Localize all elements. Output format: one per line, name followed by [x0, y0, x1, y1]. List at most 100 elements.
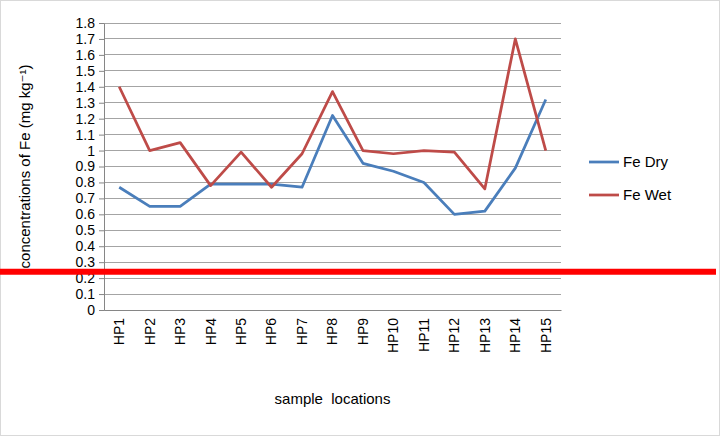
- x-tick: HP8: [324, 310, 340, 345]
- x-tick-label: HP4: [203, 318, 219, 345]
- y-tick-label: 1.8: [76, 15, 96, 31]
- y-tick-mark: [99, 198, 104, 199]
- y-tick-mark: [99, 55, 104, 56]
- x-tick-label: HP12: [446, 318, 462, 353]
- reference-line: [0, 269, 716, 275]
- y-tick-mark: [99, 87, 104, 88]
- y-tick-mark: [99, 262, 104, 263]
- chart-border: [1, 1, 720, 436]
- x-axis-title: sample locations: [275, 390, 391, 407]
- x-tick: HP6: [263, 310, 279, 345]
- y-tick-label: 0.8: [76, 174, 96, 190]
- y-tick-label: 1.2: [76, 111, 96, 127]
- x-tick: HP15: [538, 310, 554, 353]
- y-tick-label: 0.7: [76, 190, 96, 206]
- y-tick-mark: [99, 135, 104, 136]
- y-tick: 0.9: [76, 158, 104, 174]
- grid-line: [104, 70, 561, 71]
- grid-line: [104, 230, 561, 231]
- y-tick-label: 0.1: [76, 286, 96, 302]
- legend: Fe Dry Fe Wet: [589, 153, 672, 203]
- x-axis-line: [105, 310, 562, 311]
- y-tick-label: 0.3: [76, 254, 96, 270]
- y-tick-label: 1.1: [76, 127, 96, 143]
- x-tick-label: HP3: [172, 318, 188, 345]
- y-tick-label: 1.3: [76, 95, 96, 111]
- y-tick: 0.3: [76, 254, 104, 270]
- y-tick: 0.5: [76, 222, 104, 238]
- y-tick-label: 0.9: [76, 158, 96, 174]
- legend-label: Fe Dry: [623, 153, 669, 170]
- y-tick-mark: [99, 182, 104, 183]
- y-tick: 1.4: [76, 79, 104, 95]
- y-tick: 0.7: [76, 190, 104, 206]
- y-tick-label: 0: [87, 302, 95, 318]
- x-tick-label: HP15: [538, 318, 554, 353]
- y-tick-mark: [99, 230, 104, 231]
- y-tick-label: 0.4: [76, 238, 96, 254]
- y-tick: 0.8: [76, 174, 104, 190]
- x-tick: HP12: [446, 310, 462, 353]
- x-tick-label: HP2: [142, 318, 158, 345]
- y-tick-mark: [99, 151, 104, 152]
- x-tick: HP3: [172, 310, 188, 345]
- legend-label: Fe Wet: [623, 186, 672, 203]
- y-tick-label: 1.6: [76, 47, 96, 63]
- y-tick-mark: [99, 214, 104, 215]
- x-tick: HP2: [142, 310, 158, 345]
- y-tick: 0.1: [76, 286, 104, 302]
- x-tick: HP5: [233, 310, 249, 345]
- x-tick-label: HP10: [385, 318, 401, 353]
- x-tick-label: HP11: [416, 318, 432, 352]
- y-tick-mark: [99, 71, 104, 72]
- x-tick: HP4: [203, 310, 219, 345]
- grid-line: [104, 86, 561, 87]
- grid-line: [104, 262, 561, 263]
- grid-line: [104, 134, 561, 135]
- chart: 00.10.20.30.40.50.60.70.80.911.11.21.31.…: [0, 0, 720, 436]
- grid: [104, 23, 561, 310]
- grid-line: [104, 182, 561, 183]
- grid-line: [104, 214, 561, 215]
- series-line: [119, 39, 546, 189]
- x-tick-label: HP14: [507, 318, 523, 353]
- y-tick-mark: [99, 294, 104, 295]
- legend-swatch: [589, 194, 619, 197]
- x-tick: HP11: [416, 310, 432, 352]
- y-axis-title: concentrations of Fe (mg kg⁻¹): [16, 65, 33, 269]
- x-tick-label: HP5: [233, 318, 249, 345]
- x-tick-label: HP1: [111, 318, 127, 345]
- grid-line: [104, 38, 561, 39]
- series-line: [119, 100, 546, 215]
- y-tick-mark: [99, 119, 104, 120]
- y-tick-label: 1.7: [76, 31, 96, 47]
- y-tick-mark: [99, 278, 104, 279]
- x-tick-label: HP13: [477, 318, 493, 353]
- y-tick-mark: [99, 39, 104, 40]
- series-group: [119, 39, 546, 214]
- y-tick: 0: [87, 302, 104, 318]
- y-tick-mark: [99, 310, 104, 311]
- y-tick-mark: [99, 167, 104, 168]
- y-tick: 1.8: [76, 15, 104, 31]
- grid-line: [104, 310, 561, 311]
- y-tick: 1.6: [76, 47, 104, 63]
- y-tick: 1: [87, 143, 104, 159]
- x-tick: HP7: [294, 310, 310, 345]
- y-tick: 1.5: [76, 63, 104, 79]
- grid-line: [104, 278, 561, 279]
- y-tick-label: 1: [87, 143, 95, 159]
- plot: 00.10.20.30.40.50.60.70.80.911.11.21.31.…: [76, 15, 562, 353]
- legend-swatch: [589, 161, 619, 164]
- grid-line: [104, 246, 561, 247]
- y-tick: 0.4: [76, 238, 104, 254]
- x-tick-label: HP9: [355, 318, 371, 345]
- y-tick: 1.7: [76, 31, 104, 47]
- x-tick: HP14: [507, 310, 523, 353]
- x-tick: HP13: [477, 310, 493, 353]
- y-tick-label: 0.6: [76, 206, 96, 222]
- grid-line: [104, 102, 561, 103]
- y-tick-label: 1.5: [76, 63, 96, 79]
- x-tick-label: HP6: [263, 318, 279, 345]
- x-tick-label: HP7: [294, 318, 310, 345]
